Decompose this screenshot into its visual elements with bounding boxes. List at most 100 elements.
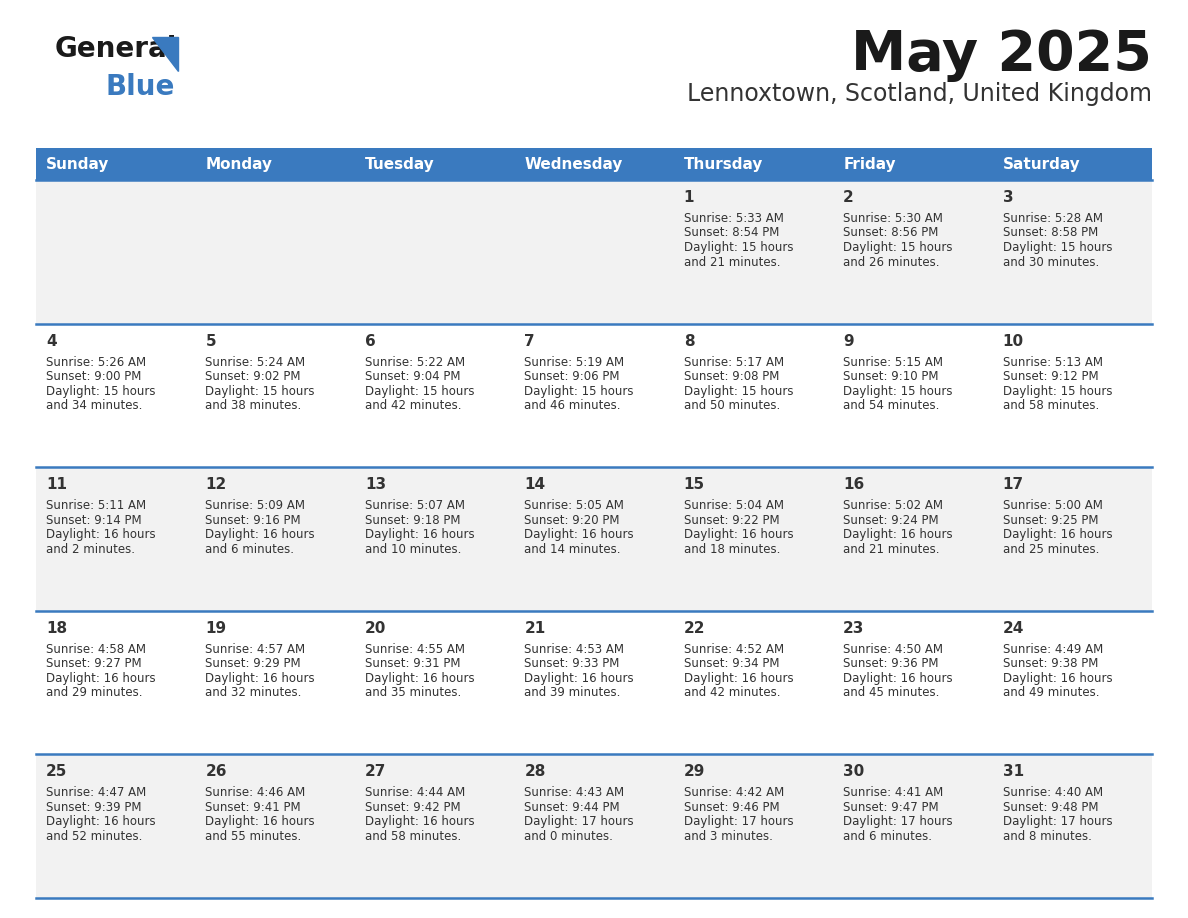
Polygon shape — [152, 37, 178, 71]
Text: Sunrise: 5:30 AM: Sunrise: 5:30 AM — [843, 212, 943, 225]
Bar — [514, 610, 674, 755]
Text: Sunrise: 4:50 AM: Sunrise: 4:50 AM — [843, 643, 943, 655]
Text: Sunrise: 5:13 AM: Sunrise: 5:13 AM — [1003, 355, 1102, 369]
Text: Daylight: 15 hours: Daylight: 15 hours — [684, 385, 794, 397]
Text: Daylight: 16 hours: Daylight: 16 hours — [206, 528, 315, 542]
Text: and 46 minutes.: and 46 minutes. — [524, 399, 621, 412]
Text: Sunset: 9:24 PM: Sunset: 9:24 PM — [843, 514, 939, 527]
Text: Sunset: 8:58 PM: Sunset: 8:58 PM — [1003, 227, 1098, 240]
Bar — [196, 324, 355, 467]
Bar — [833, 755, 992, 898]
Text: Daylight: 16 hours: Daylight: 16 hours — [843, 672, 953, 685]
Text: Daylight: 16 hours: Daylight: 16 hours — [365, 672, 474, 685]
Text: Sunrise: 5:24 AM: Sunrise: 5:24 AM — [206, 355, 305, 369]
Text: 3: 3 — [1003, 190, 1013, 205]
Bar — [196, 755, 355, 898]
Text: and 35 minutes.: and 35 minutes. — [365, 687, 461, 700]
Text: 9: 9 — [843, 333, 854, 349]
Text: Daylight: 16 hours: Daylight: 16 hours — [524, 528, 634, 542]
Text: and 18 minutes.: and 18 minutes. — [684, 543, 781, 555]
Bar — [514, 755, 674, 898]
Text: Daylight: 16 hours: Daylight: 16 hours — [46, 815, 156, 828]
Text: Daylight: 16 hours: Daylight: 16 hours — [206, 815, 315, 828]
Text: Daylight: 15 hours: Daylight: 15 hours — [684, 241, 794, 254]
Text: and 58 minutes.: and 58 minutes. — [365, 830, 461, 843]
Text: Sunrise: 4:58 AM: Sunrise: 4:58 AM — [46, 643, 146, 655]
Text: Sunrise: 5:09 AM: Sunrise: 5:09 AM — [206, 499, 305, 512]
Bar — [355, 610, 514, 755]
Text: and 55 minutes.: and 55 minutes. — [206, 830, 302, 843]
Bar — [514, 148, 674, 180]
Text: 1: 1 — [684, 190, 694, 205]
Text: Sunrise: 5:33 AM: Sunrise: 5:33 AM — [684, 212, 784, 225]
Text: 5: 5 — [206, 333, 216, 349]
Bar — [355, 148, 514, 180]
Bar — [992, 610, 1152, 755]
Text: Sunset: 9:12 PM: Sunset: 9:12 PM — [1003, 370, 1098, 383]
Text: and 21 minutes.: and 21 minutes. — [684, 255, 781, 268]
Text: Sunrise: 4:55 AM: Sunrise: 4:55 AM — [365, 643, 465, 655]
Text: Sunset: 9:41 PM: Sunset: 9:41 PM — [206, 800, 301, 814]
Bar — [674, 610, 833, 755]
Text: Daylight: 16 hours: Daylight: 16 hours — [843, 528, 953, 542]
Text: Sunrise: 4:42 AM: Sunrise: 4:42 AM — [684, 787, 784, 800]
Text: Daylight: 16 hours: Daylight: 16 hours — [365, 528, 474, 542]
Text: May 2025: May 2025 — [851, 28, 1152, 82]
Text: 13: 13 — [365, 477, 386, 492]
Text: Sunrise: 5:02 AM: Sunrise: 5:02 AM — [843, 499, 943, 512]
Text: Sunrise: 4:47 AM: Sunrise: 4:47 AM — [46, 787, 146, 800]
Bar — [992, 324, 1152, 467]
Text: 26: 26 — [206, 765, 227, 779]
Text: Daylight: 16 hours: Daylight: 16 hours — [365, 815, 474, 828]
Text: Sunrise: 5:05 AM: Sunrise: 5:05 AM — [524, 499, 624, 512]
Text: 28: 28 — [524, 765, 545, 779]
Text: and 6 minutes.: and 6 minutes. — [843, 830, 933, 843]
Bar — [36, 467, 196, 610]
Text: 17: 17 — [1003, 477, 1024, 492]
Text: Sunset: 9:00 PM: Sunset: 9:00 PM — [46, 370, 141, 383]
Text: Daylight: 15 hours: Daylight: 15 hours — [365, 385, 474, 397]
Bar — [36, 180, 196, 324]
Bar — [833, 148, 992, 180]
Text: Daylight: 17 hours: Daylight: 17 hours — [843, 815, 953, 828]
Bar — [674, 324, 833, 467]
Text: 29: 29 — [684, 765, 706, 779]
Text: Sunset: 9:47 PM: Sunset: 9:47 PM — [843, 800, 939, 814]
Text: 31: 31 — [1003, 765, 1024, 779]
Text: Sunrise: 5:19 AM: Sunrise: 5:19 AM — [524, 355, 625, 369]
Text: 21: 21 — [524, 621, 545, 636]
Text: Sunset: 9:27 PM: Sunset: 9:27 PM — [46, 657, 141, 670]
Text: and 14 minutes.: and 14 minutes. — [524, 543, 621, 555]
Text: General: General — [55, 35, 177, 63]
Text: Sunset: 9:46 PM: Sunset: 9:46 PM — [684, 800, 779, 814]
Bar — [355, 324, 514, 467]
Text: and 50 minutes.: and 50 minutes. — [684, 399, 781, 412]
Bar — [36, 324, 196, 467]
Text: and 30 minutes.: and 30 minutes. — [1003, 255, 1099, 268]
Text: and 39 minutes.: and 39 minutes. — [524, 687, 620, 700]
Text: and 3 minutes.: and 3 minutes. — [684, 830, 772, 843]
Bar — [514, 324, 674, 467]
Text: Daylight: 15 hours: Daylight: 15 hours — [843, 385, 953, 397]
Bar — [36, 148, 196, 180]
Text: 7: 7 — [524, 333, 535, 349]
Text: Sunrise: 4:44 AM: Sunrise: 4:44 AM — [365, 787, 466, 800]
Text: Sunset: 9:31 PM: Sunset: 9:31 PM — [365, 657, 461, 670]
Text: Sunrise: 5:04 AM: Sunrise: 5:04 AM — [684, 499, 784, 512]
Text: Daylight: 17 hours: Daylight: 17 hours — [684, 815, 794, 828]
Text: Sunset: 9:33 PM: Sunset: 9:33 PM — [524, 657, 620, 670]
Text: Sunrise: 4:43 AM: Sunrise: 4:43 AM — [524, 787, 625, 800]
Text: Sunset: 9:38 PM: Sunset: 9:38 PM — [1003, 657, 1098, 670]
Text: Daylight: 16 hours: Daylight: 16 hours — [1003, 672, 1112, 685]
Bar — [355, 755, 514, 898]
Bar — [833, 467, 992, 610]
Text: Friday: Friday — [843, 156, 896, 172]
Text: 14: 14 — [524, 477, 545, 492]
Text: Daylight: 16 hours: Daylight: 16 hours — [684, 528, 794, 542]
Text: Sunset: 9:04 PM: Sunset: 9:04 PM — [365, 370, 461, 383]
Text: Sunrise: 5:17 AM: Sunrise: 5:17 AM — [684, 355, 784, 369]
Text: Sunset: 8:56 PM: Sunset: 8:56 PM — [843, 227, 939, 240]
Text: Sunrise: 5:26 AM: Sunrise: 5:26 AM — [46, 355, 146, 369]
Text: Sunset: 9:48 PM: Sunset: 9:48 PM — [1003, 800, 1098, 814]
Text: Sunrise: 4:41 AM: Sunrise: 4:41 AM — [843, 787, 943, 800]
